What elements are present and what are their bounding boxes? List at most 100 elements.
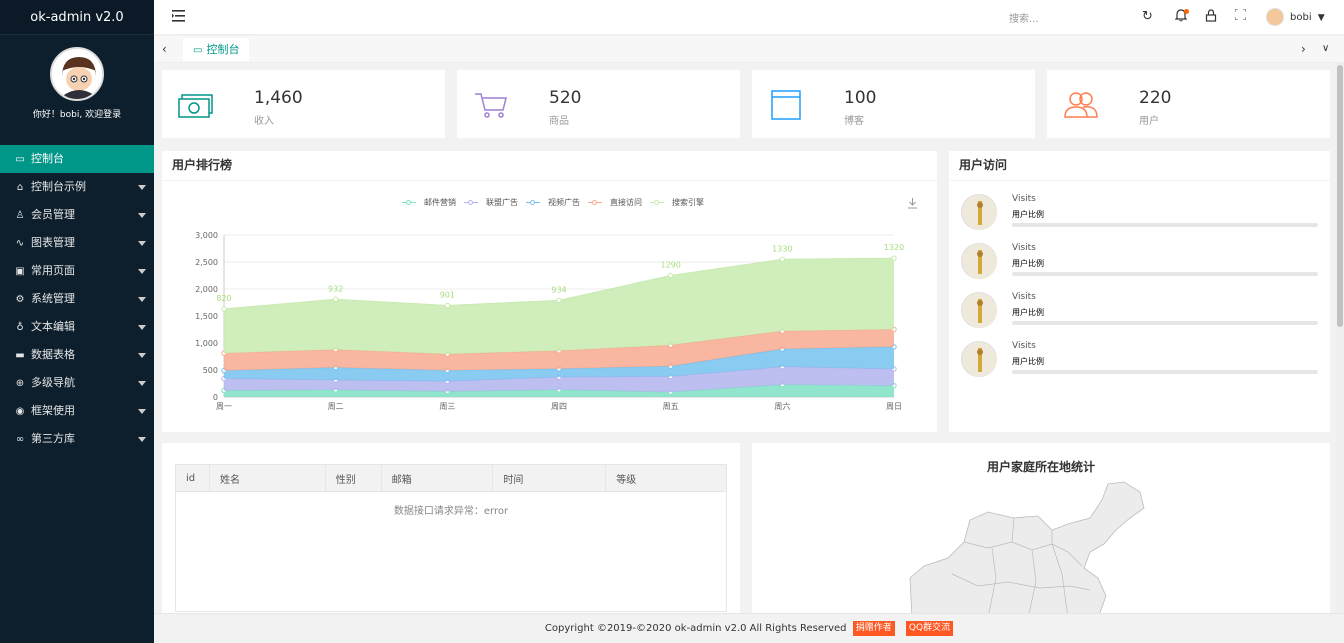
data-table: id 姓名 性别 邮箱 时间 等级 数据接口请求异常：error bbox=[175, 464, 727, 612]
frame-icon: ◉ bbox=[15, 406, 25, 417]
sidebar-item-label: 控制台 bbox=[31, 152, 64, 165]
stat-card-users: 220 用户 bbox=[1047, 70, 1330, 138]
legend-item[interactable]: 邮件营销 bbox=[402, 198, 456, 207]
lock-icon[interactable] bbox=[1205, 9, 1217, 26]
avatar bbox=[961, 194, 997, 230]
user-panel: 你好！bobi, 欢迎登录 bbox=[0, 47, 154, 145]
x-tick-label: 周五 bbox=[663, 402, 679, 411]
sidebar-item-label: 系统管理 bbox=[31, 292, 75, 305]
visit-title: Visits bbox=[1012, 194, 1036, 204]
sidebar-item-5[interactable]: ⚙ 系统管理 bbox=[0, 285, 154, 313]
menu-toggle-icon[interactable] bbox=[172, 10, 185, 22]
table-column-header[interactable]: 姓名 bbox=[208, 464, 326, 492]
visit-row: Visits 用户比例 bbox=[961, 341, 1321, 379]
visit-title: Visits bbox=[1012, 341, 1036, 351]
monitor-icon: ▭ bbox=[193, 45, 203, 56]
y-tick-label: 2,500 bbox=[195, 258, 218, 267]
stat-card-products: 520 商品 bbox=[457, 70, 740, 138]
car-icon: ▣ bbox=[15, 266, 25, 277]
sidebar-item-8[interactable]: ⊕ 多级导航 bbox=[0, 369, 154, 397]
avatar bbox=[1266, 8, 1284, 26]
y-tick-label: 0 bbox=[213, 393, 218, 402]
table-column-header[interactable]: id bbox=[175, 464, 210, 492]
legend-swatch bbox=[588, 200, 602, 205]
users-icon bbox=[1064, 92, 1098, 118]
caret-down-icon bbox=[138, 297, 146, 302]
legend-label: 联盟广告 bbox=[486, 198, 518, 207]
data-point bbox=[556, 297, 562, 304]
sidebar-item-7[interactable]: ▬ 数据表格 bbox=[0, 341, 154, 369]
app-logo[interactable]: ok-admin v2.0 bbox=[0, 0, 154, 35]
x-tick-label: 周二 bbox=[328, 402, 344, 411]
legend-label: 邮件营销 bbox=[424, 198, 456, 207]
monitor-icon: ▭ bbox=[15, 154, 25, 165]
user-menu[interactable]: bobi ▼ bbox=[1266, 8, 1325, 28]
blog-icon bbox=[771, 90, 801, 120]
legend-label: 视频广告 bbox=[548, 198, 580, 207]
stat-label: 用户 bbox=[1139, 116, 1159, 127]
money-icon bbox=[178, 94, 213, 118]
legend-label: 直接访问 bbox=[610, 198, 642, 207]
table-column-header[interactable]: 等级 bbox=[605, 464, 727, 492]
stat-card-income: 1,460 收入 bbox=[162, 70, 445, 138]
link-icon: ∞ bbox=[15, 434, 25, 445]
tab-label: 控制台 bbox=[206, 43, 240, 56]
visit-row: Visits 用户比例 bbox=[961, 194, 1321, 232]
download-icon[interactable] bbox=[907, 197, 918, 212]
qq-group-button[interactable]: QQ群交流 bbox=[905, 620, 954, 636]
data-point bbox=[667, 272, 674, 279]
data-label: 932 bbox=[328, 284, 343, 293]
ranking-card: 用户排行榜 邮件营销 联盟广告 视频广告 直接访问 搜索引擎 0 500 1,000 1,50… bbox=[162, 151, 937, 432]
stat-label: 博客 bbox=[844, 116, 864, 127]
sidebar-item-10[interactable]: ∞ 第三方库 bbox=[0, 425, 154, 453]
caret-down-icon bbox=[138, 381, 146, 386]
chart-legend[interactable]: 邮件营销 联盟广告 视频广告 直接访问 搜索引擎 bbox=[402, 197, 712, 208]
sidebar-item-0[interactable]: ▭ 控制台 bbox=[0, 145, 154, 173]
visit-progress-bar bbox=[1012, 272, 1318, 276]
top-header: 搜索... ↻ bobi ▼ bbox=[154, 0, 1344, 35]
fullscreen-icon[interactable] bbox=[1234, 8, 1247, 24]
cart-icon bbox=[475, 93, 507, 118]
china-map[interactable] bbox=[752, 478, 1330, 613]
copyright-text: Copyright ©2019-©2020 ok-admin v2.0 All … bbox=[544, 623, 847, 634]
bell-icon[interactable] bbox=[1174, 9, 1189, 26]
sidebar-item-3[interactable]: ∿ 图表管理 bbox=[0, 229, 154, 257]
data-point bbox=[221, 306, 227, 312]
legend-item[interactable]: 联盟广告 bbox=[464, 198, 518, 207]
scrollbar-thumb[interactable] bbox=[1337, 65, 1343, 327]
table-column-header[interactable]: 性别 bbox=[324, 464, 382, 492]
notification-dot bbox=[1184, 9, 1189, 14]
tab-next-icon[interactable]: › bbox=[1301, 42, 1306, 56]
search-input[interactable]: 搜索... bbox=[1009, 14, 1039, 25]
avatar bbox=[961, 243, 997, 279]
legend-item[interactable]: 直接访问 bbox=[588, 198, 642, 207]
tab-dashboard[interactable]: ▭ 控制台 bbox=[183, 38, 250, 61]
scrollbar[interactable] bbox=[1336, 63, 1344, 613]
table-column-header[interactable]: 邮箱 bbox=[380, 464, 494, 492]
sidebar-item-4[interactable]: ▣ 常用页面 bbox=[0, 257, 154, 285]
visit-row: Visits 用户比例 bbox=[961, 292, 1321, 330]
data-point bbox=[779, 256, 786, 263]
visit-progress-bar bbox=[1012, 321, 1318, 325]
x-tick-label: 周三 bbox=[439, 402, 455, 411]
avatar[interactable] bbox=[50, 47, 104, 101]
y-tick-label: 500 bbox=[203, 366, 218, 375]
tab-menu-icon[interactable]: ∨ bbox=[1322, 43, 1330, 54]
donate-button[interactable]: 捐赠作者 bbox=[852, 620, 895, 636]
visit-subtitle: 用户比例 bbox=[1012, 308, 1044, 317]
tab-prev-icon[interactable]: ‹ bbox=[162, 42, 167, 56]
sidebar-item-6[interactable]: ♁ 文本编辑 bbox=[0, 313, 154, 341]
sidebar-item-1[interactable]: ⌂ 控制台示例 bbox=[0, 173, 154, 201]
sidebar-menu: ▭ 控制台 ⌂ 控制台示例 ♙ 会员管理 ∿ 图表管理 ▣ 常用页面 ⚙ 系统管理 ♁ 文本编辑 ▬ 数据表格… bbox=[0, 145, 154, 453]
sidebar-item-9[interactable]: ◉ 框架使用 bbox=[0, 397, 154, 425]
refresh-icon[interactable]: ↻ bbox=[1142, 9, 1153, 24]
x-tick-label: 周日 bbox=[886, 402, 902, 411]
table-column-header[interactable]: 时间 bbox=[492, 464, 607, 492]
map-borders bbox=[951, 517, 1091, 613]
sidebar-item-2[interactable]: ♙ 会员管理 bbox=[0, 201, 154, 229]
map-shape[interactable] bbox=[909, 481, 1145, 613]
legend-item[interactable]: 搜索引擎 bbox=[650, 198, 704, 207]
legend-item[interactable]: 视频广告 bbox=[526, 198, 580, 207]
y-tick-label: 1,500 bbox=[195, 312, 218, 321]
